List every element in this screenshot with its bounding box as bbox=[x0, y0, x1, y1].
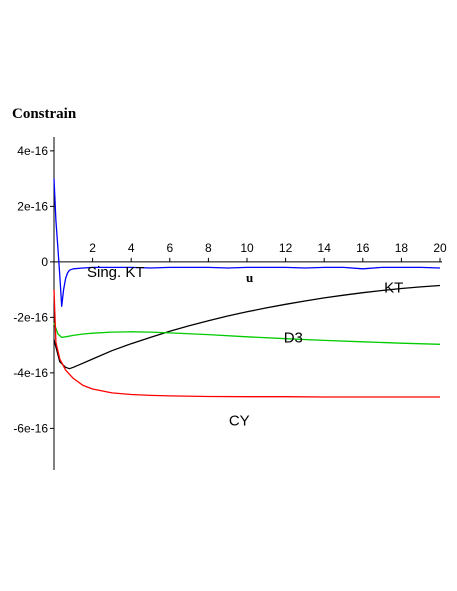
series-line-d3 bbox=[53, 322, 441, 345]
x-tick-label: 8 bbox=[205, 241, 212, 255]
annotations: Sing. KT KT D3 CY bbox=[87, 264, 403, 429]
x-tick-label: 2 bbox=[89, 241, 96, 255]
chart-title: Constrain bbox=[12, 106, 77, 122]
y-tick-label: -4e-16 bbox=[13, 366, 48, 380]
x-axis-label: u bbox=[246, 270, 253, 285]
x-tick-label: 6 bbox=[166, 241, 173, 255]
y-tick-label: 0 bbox=[41, 255, 48, 269]
x-tick-label: 14 bbox=[318, 241, 332, 255]
series-label-d3: D3 bbox=[284, 329, 303, 346]
series-label-sing-kt: Sing. KT bbox=[87, 264, 145, 281]
series-group bbox=[53, 178, 441, 398]
x-tick-label: 4 bbox=[128, 241, 135, 255]
series-line-kt bbox=[53, 284, 441, 370]
series-line-cy bbox=[53, 289, 440, 398]
y-tick-label: 2e-16 bbox=[17, 199, 48, 213]
series-line-sing-kt bbox=[53, 178, 441, 307]
x-ticks: 2 4 6 8 10 12 14 16 18 20 bbox=[89, 241, 447, 262]
y-tick-label: -2e-16 bbox=[13, 310, 48, 324]
series-label-kt: KT bbox=[384, 279, 403, 296]
x-tick-label: 20 bbox=[433, 241, 447, 255]
x-tick-label: 16 bbox=[356, 241, 370, 255]
x-tick-label: 18 bbox=[395, 241, 409, 255]
y-tick-label: -6e-16 bbox=[13, 421, 48, 435]
x-tick-label: 10 bbox=[240, 241, 254, 255]
series-label-cy: CY bbox=[229, 413, 250, 430]
y-ticks: 4e-16 2e-16 0 -2e-16 -4e-16 -6e-16 bbox=[13, 144, 54, 435]
x-tick-label: 12 bbox=[279, 241, 293, 255]
y-tick-label: 4e-16 bbox=[17, 144, 48, 158]
